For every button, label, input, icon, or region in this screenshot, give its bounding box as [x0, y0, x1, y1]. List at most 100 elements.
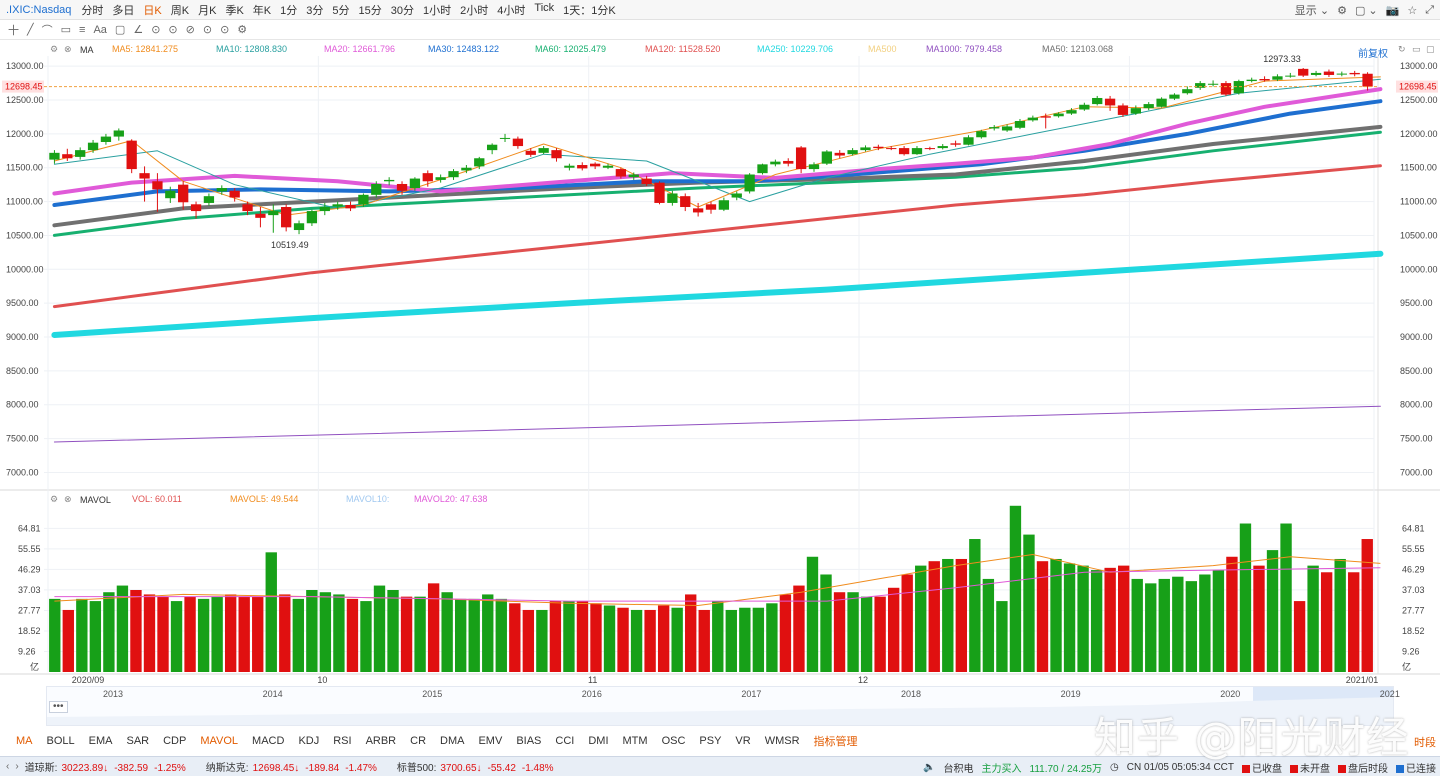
- candle[interactable]: [1027, 115, 1038, 122]
- period-3[interactable]: 周K: [170, 4, 190, 17]
- candle[interactable]: [808, 162, 820, 172]
- candle[interactable]: [667, 190, 678, 206]
- candle[interactable]: [293, 220, 305, 235]
- candle[interactable]: [1323, 69, 1335, 77]
- indicator-tab-wmsr[interactable]: WMSR: [764, 735, 800, 747]
- speaker-icon[interactable]: 🔈: [923, 762, 936, 773]
- draw-tool-4[interactable]: ≡: [79, 23, 86, 36]
- candle[interactable]: [1104, 95, 1116, 111]
- candle[interactable]: [1336, 71, 1347, 77]
- candle[interactable]: [680, 193, 691, 212]
- indicator-tab-arbr[interactable]: ARBR: [365, 735, 397, 747]
- reset-icon[interactable]: ↻: [1398, 44, 1406, 54]
- minimize-icon[interactable]: ▭: [1412, 44, 1421, 54]
- candle[interactable]: [1310, 70, 1322, 77]
- timeline-year[interactable]: 2013: [103, 689, 124, 699]
- adjust-mode-button[interactable]: 前复权: [1358, 49, 1388, 60]
- draw-tool-0[interactable]: 十: [8, 24, 19, 37]
- candle[interactable]: [1014, 118, 1026, 130]
- layout-icon[interactable]: ▢ ⌄: [1354, 4, 1378, 17]
- stock-name[interactable]: 台积电: [943, 764, 974, 775]
- candle[interactable]: [1169, 93, 1180, 101]
- candle[interactable]: [757, 163, 768, 175]
- candle[interactable]: [770, 159, 781, 167]
- candle[interactable]: [551, 148, 562, 162]
- candle[interactable]: [486, 143, 498, 155]
- candle[interactable]: [113, 128, 124, 141]
- candle[interactable]: [1066, 108, 1077, 115]
- candle[interactable]: [1233, 79, 1244, 95]
- candle[interactable]: [1195, 81, 1206, 90]
- timeline-year[interactable]: 2016: [581, 689, 602, 699]
- indicator-tab-ma[interactable]: MA: [16, 735, 33, 747]
- candle[interactable]: [126, 139, 137, 174]
- candle[interactable]: [1001, 124, 1013, 132]
- candle[interactable]: [306, 209, 318, 226]
- symbol-label[interactable]: .IXIC:Nasdaq: [6, 3, 72, 16]
- indicator-tab-mtm[interactable]: MTM: [622, 735, 648, 747]
- timeline-year[interactable]: 2014: [262, 689, 283, 699]
- legend-settings-icon[interactable]: ⚙: [50, 44, 59, 54]
- period-7[interactable]: 1分: [280, 4, 298, 17]
- candle[interactable]: [705, 201, 717, 214]
- candle[interactable]: [1246, 77, 1257, 83]
- candle[interactable]: [950, 140, 961, 147]
- candle[interactable]: [216, 185, 227, 195]
- quote-item[interactable]: 道琼斯: 30223.89↓ -382.59 -1.25%: [25, 759, 192, 774]
- draw-tool-10[interactable]: ⊘: [185, 24, 195, 36]
- candle[interactable]: [242, 201, 253, 216]
- candle[interactable]: [371, 181, 382, 198]
- period-12[interactable]: 1小时: [423, 4, 452, 17]
- candle[interactable]: [718, 197, 730, 212]
- candle[interactable]: [499, 133, 511, 142]
- indicator-tab-kdj[interactable]: KDJ: [298, 735, 320, 747]
- candle[interactable]: [1040, 113, 1051, 129]
- indicator-tab-osc[interactable]: OSC: [661, 735, 686, 747]
- candle[interactable]: [1092, 95, 1103, 106]
- candle[interactable]: [525, 148, 536, 157]
- candle[interactable]: [898, 146, 910, 156]
- candle[interactable]: [435, 174, 446, 183]
- indicator-tab-emv[interactable]: EMV: [478, 735, 503, 747]
- candle[interactable]: [628, 172, 639, 180]
- draw-tool-2[interactable]: ⌒: [41, 24, 53, 37]
- candle[interactable]: [1053, 112, 1064, 118]
- candle[interactable]: [564, 163, 575, 171]
- candle[interactable]: [860, 145, 871, 152]
- candle[interactable]: [1272, 74, 1283, 82]
- candle[interactable]: [396, 181, 408, 195]
- legend-close-icon[interactable]: ⊗: [64, 44, 72, 54]
- period-0[interactable]: 分时: [81, 4, 104, 17]
- period-4[interactable]: 月K: [198, 4, 217, 17]
- candle[interactable]: [976, 129, 987, 139]
- candle[interactable]: [1220, 81, 1232, 96]
- candle[interactable]: [100, 133, 112, 145]
- candle[interactable]: [731, 191, 742, 201]
- candle[interactable]: [873, 144, 884, 151]
- fullscreen-icon[interactable]: ⤢: [1425, 3, 1434, 16]
- candle[interactable]: [911, 146, 923, 155]
- indicator-manager-button[interactable]: 指标管理: [813, 736, 858, 748]
- candle[interactable]: [795, 146, 807, 174]
- draw-tool-1[interactable]: ╱: [27, 24, 34, 36]
- draw-tool-13[interactable]: ⚙: [237, 24, 248, 36]
- period-8[interactable]: 3分: [306, 4, 324, 17]
- candle[interactable]: [62, 148, 73, 161]
- candle[interactable]: [602, 163, 614, 170]
- candle[interactable]: [332, 201, 343, 210]
- draw-tool-5[interactable]: Aa: [93, 23, 107, 36]
- candle[interactable]: [87, 139, 99, 153]
- candle[interactable]: [139, 166, 150, 202]
- candle[interactable]: [1285, 72, 1296, 78]
- timeline-year[interactable]: 2021: [1379, 689, 1400, 699]
- candle[interactable]: [937, 144, 948, 150]
- candle[interactable]: [1259, 76, 1270, 82]
- timeline-navigator[interactable]: 2013 2014 2015 2016 2017 2018 2019 2020 2021 •••: [46, 686, 1400, 726]
- candle[interactable]: [1362, 72, 1373, 91]
- indicator-tab-cdp[interactable]: CDP: [163, 735, 187, 747]
- quote-item[interactable]: 标普500: 3700.65↓ -55.42 -1.48%: [397, 759, 560, 774]
- candle[interactable]: [345, 201, 356, 212]
- indicator-tab-vr[interactable]: VR: [735, 735, 751, 747]
- timeline-year[interactable]: 2018: [901, 689, 922, 699]
- indicator-tab-cci[interactable]: CCI: [555, 735, 575, 747]
